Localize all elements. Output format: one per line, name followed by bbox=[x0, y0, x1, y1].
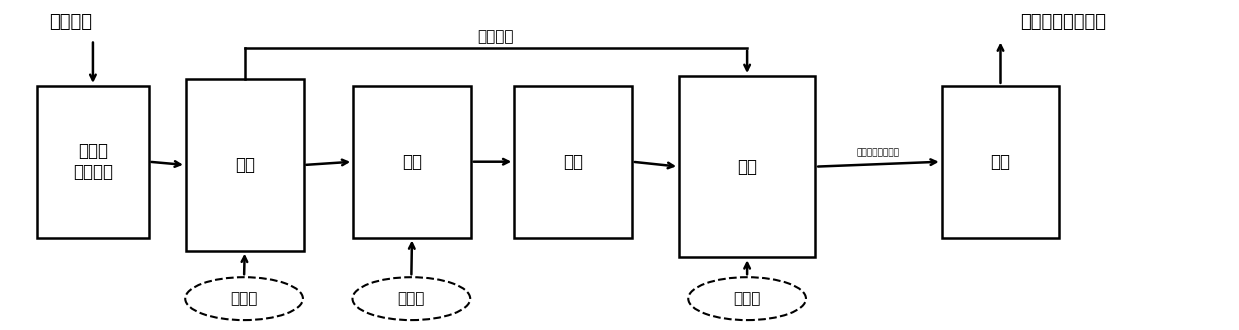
Ellipse shape bbox=[352, 277, 471, 320]
Bar bbox=[186, 79, 304, 251]
Text: 缧甲基纤维素产品: 缧甲基纤维素产品 bbox=[1020, 13, 1105, 31]
Bar bbox=[942, 86, 1059, 238]
Text: 分散: 分散 bbox=[234, 156, 255, 174]
Text: 硷化: 硷化 bbox=[563, 153, 584, 171]
Text: 反应剂: 反应剂 bbox=[733, 291, 761, 306]
Text: 预处理
粉磨过筛: 预处理 粉磨过筛 bbox=[73, 142, 113, 181]
Ellipse shape bbox=[689, 277, 805, 320]
Bar bbox=[37, 86, 149, 238]
Bar bbox=[353, 86, 471, 238]
Text: 三次循环: 三次循环 bbox=[478, 30, 514, 45]
Text: 第三次反应混十循: 第三次反应混十循 bbox=[857, 148, 900, 158]
Text: 反应: 反应 bbox=[737, 158, 757, 176]
Text: 洸泡剂: 洸泡剂 bbox=[398, 291, 425, 306]
Ellipse shape bbox=[186, 277, 302, 320]
Text: 分散液: 分散液 bbox=[230, 291, 258, 306]
Text: 浸泡: 浸泡 bbox=[401, 153, 422, 171]
Text: 大豆秸秵: 大豆秸秵 bbox=[50, 13, 93, 31]
Bar bbox=[514, 86, 632, 238]
Text: 洗洤: 洗洤 bbox=[990, 153, 1011, 171]
Bar bbox=[679, 76, 815, 257]
